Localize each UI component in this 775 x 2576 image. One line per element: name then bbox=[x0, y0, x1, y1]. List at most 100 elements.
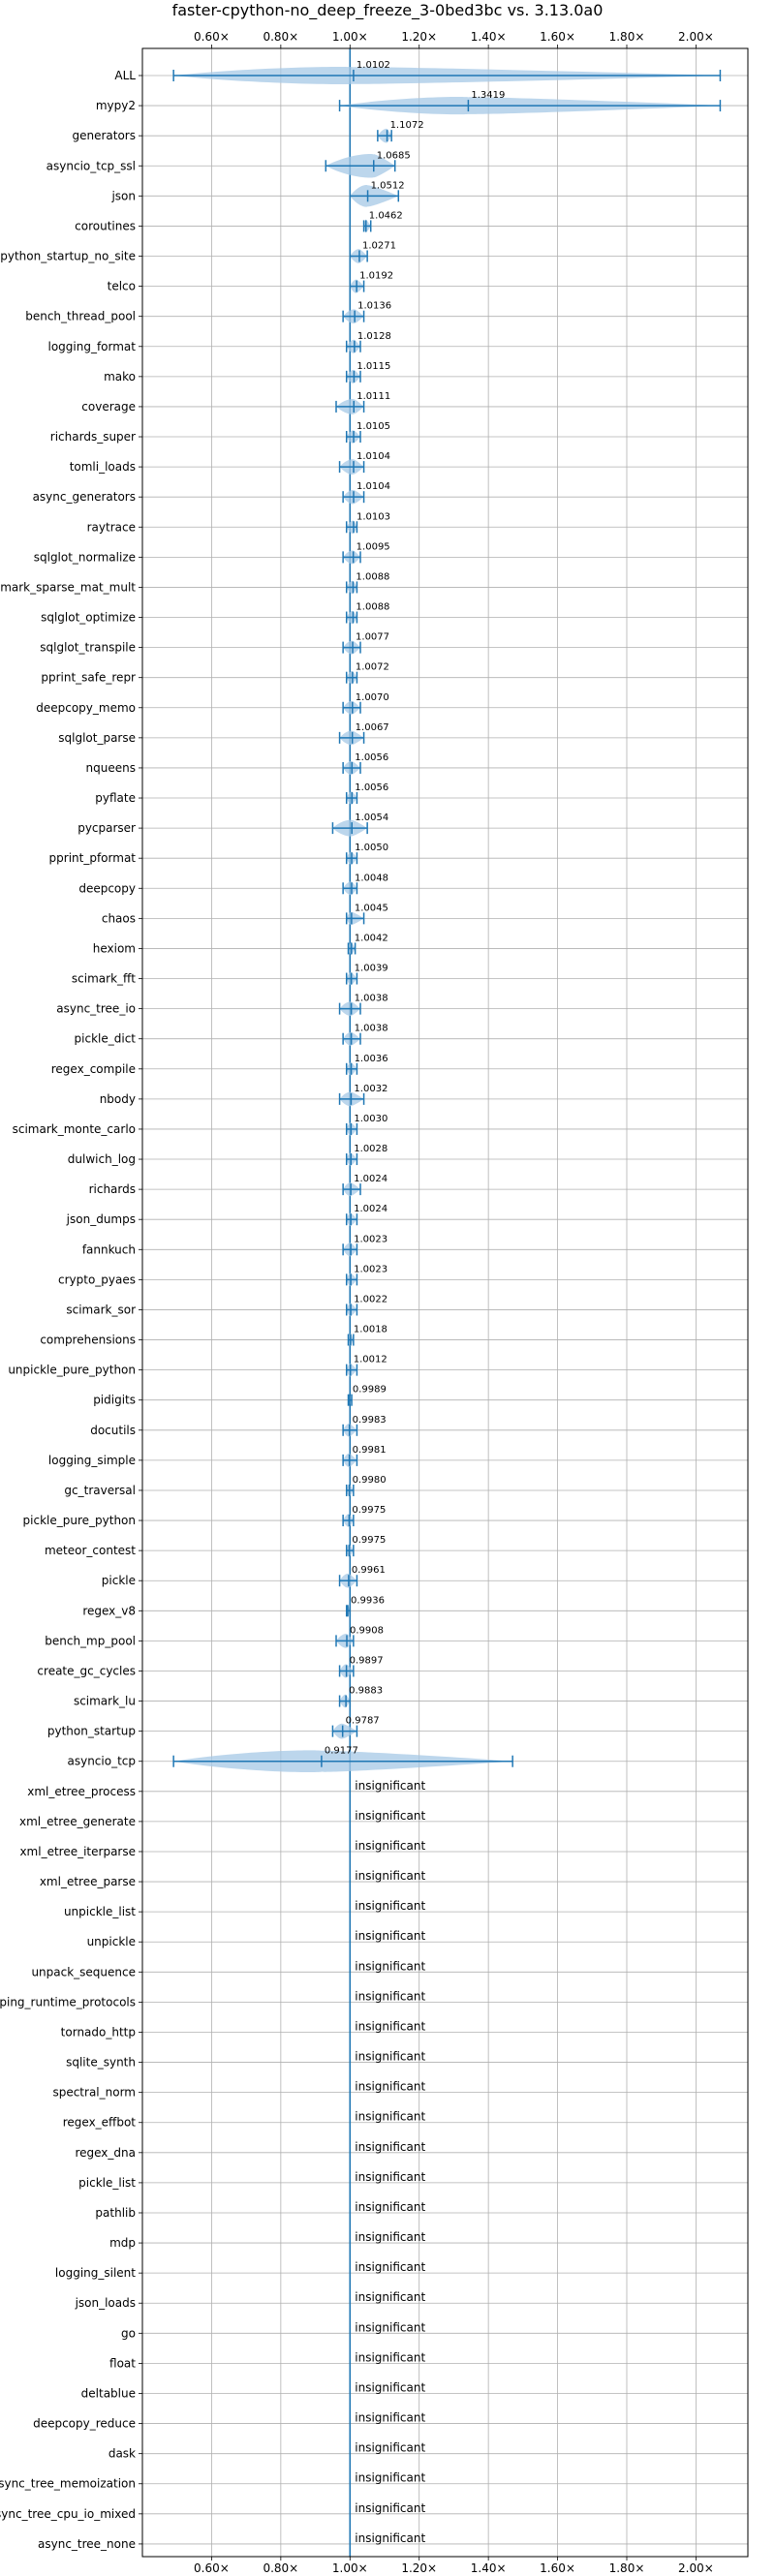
y-tick-label: asyncio_tcp bbox=[67, 1755, 136, 1768]
y-tick-label: async_tree_none bbox=[38, 2537, 136, 2551]
value-label: 1.0056 bbox=[355, 752, 388, 763]
value-label: 0.9883 bbox=[349, 1686, 383, 1697]
y-tick-label: pyflate bbox=[95, 791, 136, 805]
insignificant-label: insignificant bbox=[355, 2531, 425, 2545]
value-label: 1.0088 bbox=[356, 602, 389, 613]
insignificant-label: insignificant bbox=[355, 1899, 425, 1913]
value-label: 0.9989 bbox=[353, 1385, 387, 1395]
y-tick-label: comprehensions bbox=[40, 1334, 136, 1347]
y-tick-label: async_tree_io bbox=[56, 1002, 136, 1016]
y-tick-label: gc_traversal bbox=[64, 1484, 136, 1497]
value-label: 1.0067 bbox=[356, 722, 389, 733]
y-tick-label: xml_etree_parse bbox=[40, 1875, 136, 1888]
value-label: 0.9908 bbox=[350, 1625, 384, 1636]
value-label: 1.0136 bbox=[357, 301, 391, 312]
value-label: 0.9897 bbox=[350, 1655, 384, 1666]
value-label: 1.0077 bbox=[356, 632, 389, 643]
x-tick-label-bottom: 1.60× bbox=[540, 2561, 575, 2575]
y-tick-label: create_gc_cycles bbox=[37, 1664, 136, 1677]
y-tick-label: tornado_http bbox=[61, 2025, 136, 2039]
y-tick-label: pprint_safe_repr bbox=[41, 671, 136, 685]
y-tick-label: json_loads bbox=[75, 2296, 136, 2310]
y-tick-label: richards_super bbox=[50, 430, 136, 444]
value-label: 1.0072 bbox=[356, 662, 389, 673]
x-tick-label-bottom: 2.00× bbox=[678, 2561, 714, 2575]
value-label: 1.0048 bbox=[355, 873, 388, 883]
insignificant-label: insignificant bbox=[355, 1869, 425, 1883]
insignificant-label: insignificant bbox=[355, 1809, 425, 1823]
y-tick-label: fannkuch bbox=[82, 1242, 136, 1256]
y-tick-label: nbody bbox=[100, 1092, 136, 1106]
y-tick-label: async_tree_cpu_io_mixed bbox=[0, 2507, 136, 2521]
y-tick-label: coverage bbox=[81, 400, 136, 414]
value-label: 1.0102 bbox=[356, 60, 390, 71]
value-label: 1.0018 bbox=[354, 1325, 388, 1335]
y-tick-label: spectral_norm bbox=[52, 2086, 136, 2100]
y-tick-label: asyncio_tcp_ssl bbox=[46, 159, 136, 172]
x-tick-label-top: 0.60× bbox=[194, 30, 230, 44]
value-label: 1.0042 bbox=[355, 933, 388, 943]
x-tick-label-top: 1.20× bbox=[401, 30, 437, 44]
value-label: 1.0032 bbox=[354, 1084, 388, 1094]
y-tick-label: unpack_sequence bbox=[31, 1965, 136, 1978]
x-tick-label-top: 1.80× bbox=[609, 30, 645, 44]
value-label: 1.0685 bbox=[377, 150, 411, 161]
value-label: 1.0088 bbox=[356, 571, 389, 582]
insignificant-label: insignificant bbox=[355, 2170, 425, 2184]
value-label: 1.0070 bbox=[356, 692, 389, 703]
x-tick-label-bottom: 0.80× bbox=[263, 2561, 298, 2575]
y-tick-label: docutils bbox=[90, 1424, 136, 1437]
value-label: 1.0104 bbox=[356, 481, 390, 492]
y-tick-label: scimark_sor bbox=[66, 1303, 136, 1316]
insignificant-label: insignificant bbox=[355, 1989, 425, 2003]
y-tick-label: scimark_monte_carlo bbox=[13, 1122, 136, 1136]
y-tick-label: pycparser bbox=[78, 821, 136, 835]
insignificant-label: insignificant bbox=[355, 2441, 425, 2455]
value-label: 1.0028 bbox=[354, 1144, 388, 1154]
value-label: 1.0038 bbox=[355, 994, 388, 1004]
value-label: 1.0030 bbox=[354, 1114, 388, 1124]
y-tick-label: hexiom bbox=[93, 941, 136, 955]
y-tick-label: richards bbox=[89, 1182, 136, 1196]
y-tick-label: xml_etree_generate bbox=[19, 1815, 136, 1828]
x-tick-label-top: 2.00× bbox=[678, 30, 714, 44]
x-tick-label-bottom: 1.80× bbox=[609, 2561, 645, 2575]
y-tick-label: unpickle_list bbox=[64, 1905, 136, 1918]
y-tick-label: pickle_list bbox=[78, 2176, 136, 2190]
y-tick-label: python_startup_no_site bbox=[0, 250, 136, 263]
insignificant-label: insignificant bbox=[355, 2380, 425, 2394]
x-tick-label-top: 1.40× bbox=[471, 30, 507, 44]
insignificant-label: insignificant bbox=[355, 2050, 425, 2064]
value-label: 0.9981 bbox=[353, 1445, 387, 1456]
y-tick-label: sqlglot_transpile bbox=[40, 641, 136, 655]
x-tick-label-top: 1.00× bbox=[332, 30, 368, 44]
y-tick-label: ALL bbox=[114, 69, 136, 82]
axes: 0.60× 0.60× 0.80× 0.80× 1.00× 1.00× 1.20× 1.20×… bbox=[0, 30, 749, 2575]
insignificant-label: insignificant bbox=[355, 2140, 425, 2154]
value-label: 1.0045 bbox=[355, 903, 388, 913]
y-tick-label: deepcopy_reduce bbox=[33, 2417, 136, 2431]
value-label: 1.0111 bbox=[356, 391, 390, 402]
y-tick-label: tomli_loads bbox=[70, 460, 136, 474]
y-tick-label: pprint_pformat bbox=[49, 851, 137, 865]
value-label: 1.0036 bbox=[355, 1054, 388, 1064]
value-label: 1.0271 bbox=[362, 241, 396, 252]
value-label: 0.9980 bbox=[353, 1475, 387, 1486]
x-tick-label-bottom: 1.00× bbox=[332, 2561, 368, 2575]
y-tick-label: xml_etree_process bbox=[27, 1785, 136, 1798]
y-tick-label: bench_thread_pool bbox=[25, 310, 136, 323]
y-tick-label: typing_runtime_protocols bbox=[0, 1995, 136, 2009]
insignificant-label: insignificant bbox=[355, 2320, 425, 2334]
insignificant-label: insignificant bbox=[355, 1959, 425, 1973]
data-labels: 1.0102 1.3419 1.1072 1.0685 1.0512 1.0462 1.02… bbox=[325, 60, 505, 2545]
value-label: 1.0104 bbox=[356, 451, 390, 462]
y-tick-label: regex_dna bbox=[75, 2146, 136, 2160]
insignificant-label: insignificant bbox=[355, 2080, 425, 2094]
value-label: 1.0095 bbox=[356, 541, 390, 552]
y-tick-label: regex_compile bbox=[51, 1062, 136, 1076]
y-tick-label: scimark_lu bbox=[74, 1695, 136, 1708]
y-tick-label: unpickle bbox=[87, 1935, 136, 1948]
value-label: 1.0192 bbox=[359, 271, 393, 282]
value-label: 1.0512 bbox=[371, 180, 405, 191]
